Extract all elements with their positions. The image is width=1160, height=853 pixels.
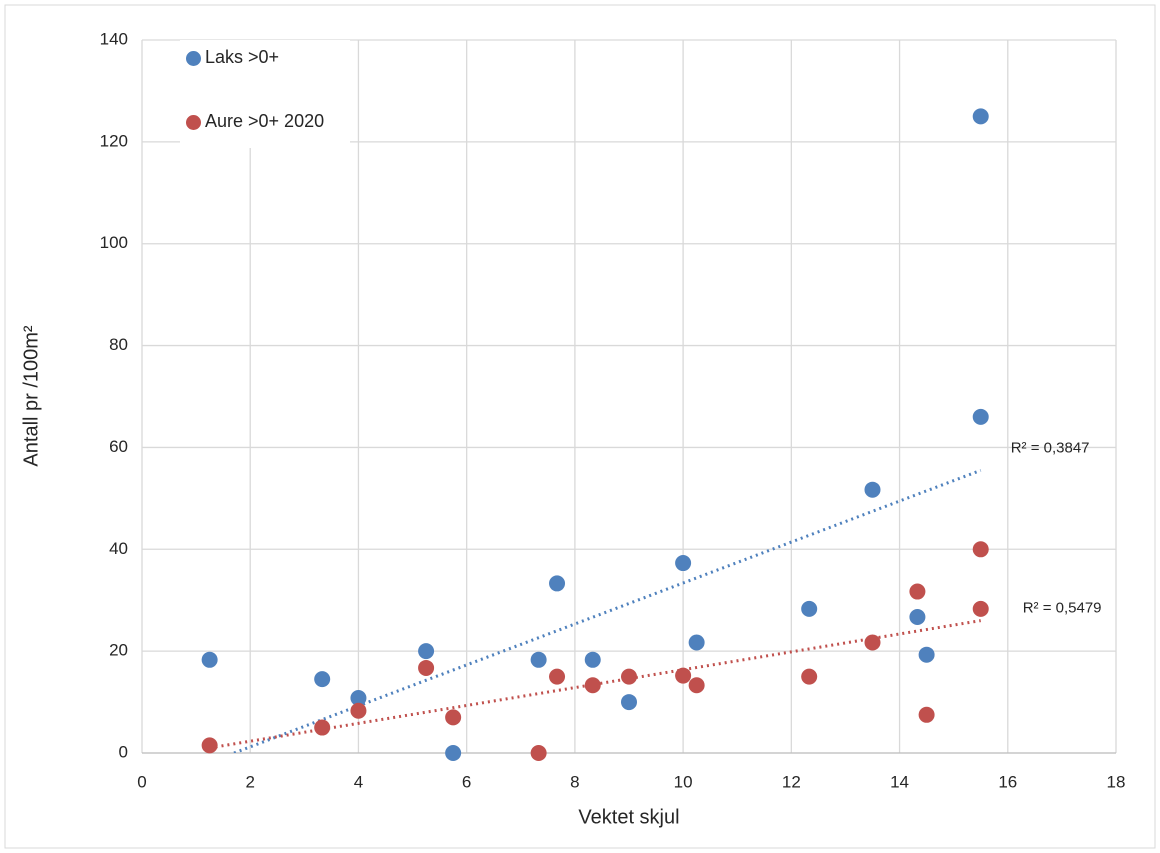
- data-point: [621, 694, 637, 711]
- data-point: [918, 706, 935, 723]
- data-point: [530, 745, 547, 761]
- data-point: [864, 634, 881, 651]
- y-tick-label: 80: [109, 335, 128, 354]
- grid: [141, 39, 1117, 754]
- data-point: [584, 677, 601, 694]
- legend-marker: [186, 51, 201, 66]
- data-point: [530, 651, 547, 668]
- legend-label: Laks >0+: [205, 47, 280, 67]
- r-squared-label: R² = 0,3847: [1011, 439, 1090, 456]
- legend-item: Aure >0+ 2020: [186, 111, 344, 136]
- data-point: [201, 737, 218, 754]
- data-point: [418, 643, 435, 660]
- data-point: [688, 677, 705, 694]
- y-tick-label: 140: [100, 29, 128, 48]
- y-tick-label: 0: [119, 742, 128, 761]
- data-point: [801, 600, 818, 617]
- data-point: [418, 659, 435, 676]
- data-point: [864, 481, 881, 498]
- data-point: [584, 651, 601, 668]
- data-point: [314, 671, 331, 688]
- data-point: [201, 651, 218, 668]
- y-tick-label: 120: [100, 131, 128, 150]
- x-tick-label: 16: [998, 772, 1017, 791]
- r-squared-label: R² = 0,5479: [1023, 600, 1102, 617]
- data-point: [350, 702, 367, 719]
- data-point: [972, 600, 989, 617]
- data-point: [675, 555, 692, 572]
- chart-border: [4, 4, 1156, 849]
- x-tick-label: 12: [782, 772, 801, 791]
- x-tick-label: 0: [137, 772, 146, 791]
- y-tick-label: 60: [109, 437, 128, 456]
- data-point: [688, 634, 705, 651]
- data-point: [350, 689, 367, 706]
- data-point: [549, 575, 566, 592]
- y-tick-label: 100: [100, 233, 128, 252]
- data-point: [314, 719, 331, 736]
- data-point: [909, 583, 926, 600]
- x-tick-label: 18: [1107, 772, 1126, 791]
- y-tick-label: 20: [109, 641, 128, 660]
- x-tick-label: 14: [890, 772, 909, 791]
- data-point: [549, 668, 566, 685]
- data-point: [972, 541, 989, 558]
- legend-item: Laks >0+: [186, 47, 344, 72]
- data-point: [445, 745, 462, 761]
- data-point: [972, 408, 989, 425]
- data-point: [972, 108, 989, 125]
- data-point: [621, 668, 637, 685]
- legend-label: Aure >0+ 2020: [205, 111, 325, 131]
- x-axis-label: Vektet skjul: [578, 806, 679, 828]
- legend: Laks >0+ Aure >0+ 2020: [180, 40, 350, 148]
- y-axis-label: Antall pr /100m²: [20, 325, 42, 467]
- data-point: [801, 668, 818, 685]
- x-tick-label: 2: [245, 772, 254, 791]
- data-point: [918, 646, 935, 663]
- y-tick-label: 40: [109, 539, 128, 558]
- x-tick-label: 10: [674, 772, 693, 791]
- legend-marker: [186, 115, 201, 130]
- data-point: [445, 709, 462, 726]
- data-point: [909, 609, 926, 626]
- data-point: [675, 667, 692, 684]
- x-tick-label: 6: [462, 772, 471, 791]
- x-tick-label: 8: [570, 772, 579, 791]
- x-tick-label: 4: [354, 772, 363, 791]
